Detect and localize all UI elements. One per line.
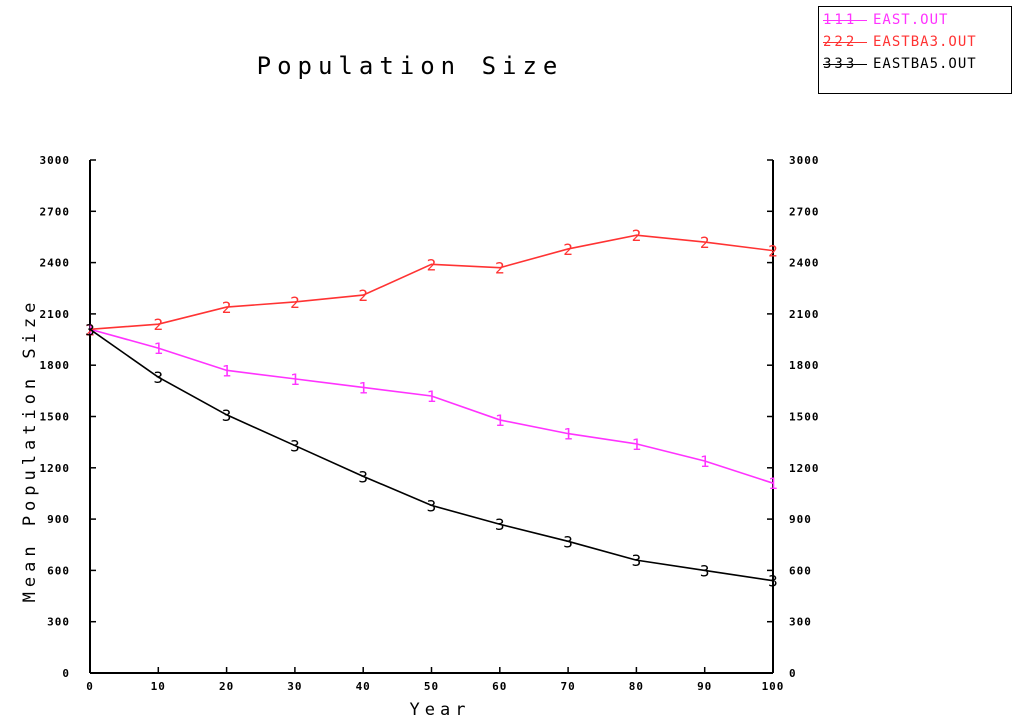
x-tick-label: 30 — [287, 680, 302, 693]
series-1-point: 1 — [632, 435, 642, 454]
series-2-point: 2 — [358, 286, 368, 305]
series-1-point: 1 — [768, 474, 778, 493]
y-tick-label-left: 300 — [47, 616, 70, 629]
y-tick-label-left: 900 — [47, 513, 70, 526]
series-3-point: 3 — [632, 551, 642, 570]
series-1-point: 1 — [290, 370, 300, 389]
y-tick-label-left: 1800 — [40, 359, 71, 372]
series-2-point: 2 — [427, 255, 437, 274]
x-tick-label: 100 — [762, 680, 785, 693]
series-line-2 — [89, 234, 774, 331]
series-3-point: 3 — [768, 572, 778, 591]
series-2-point: 2 — [290, 293, 300, 312]
legend-entry-2: 222 EASTBA3.OUT — [823, 31, 1007, 53]
x-axis-label: Year — [409, 700, 471, 720]
x-tick-label: 80 — [629, 680, 644, 693]
y-axis-label: Mean Population Size — [20, 297, 40, 603]
series-3-point: 3 — [427, 496, 437, 515]
series-3-point: 3 — [222, 406, 232, 425]
x-tick-label: 0 — [86, 680, 94, 693]
series-3-point: 3 — [290, 437, 300, 456]
y-tick-label-left: 3000 — [40, 154, 71, 167]
legend-entry-1: 111 EAST.OUT — [823, 9, 1007, 31]
legend: 111 EAST.OUT 222 EASTBA3.OUT 333 EASTBA5.OU… — [818, 6, 1012, 94]
x-tick-label: 20 — [219, 680, 234, 693]
series-3-point: 3 — [153, 368, 163, 387]
series-2-point: 2 — [222, 298, 232, 317]
series-3-point: 3 — [85, 320, 95, 339]
y-tick-label-right: 600 — [789, 564, 812, 577]
legend-marker-1: 111 — [823, 9, 867, 31]
series-2-point: 2 — [768, 242, 778, 261]
chart-title: Population Size — [256, 52, 564, 80]
y-tick-label-right: 1200 — [789, 462, 820, 475]
y-tick-label-right: 2400 — [789, 257, 820, 270]
legend-marker-2: 222 — [823, 31, 867, 53]
series-1-point: 1 — [358, 378, 368, 397]
series-line-3 — [89, 328, 774, 582]
x-tick-label: 60 — [492, 680, 507, 693]
y-tick-label-left: 600 — [47, 564, 70, 577]
legend-label-3: EASTBA5.OUT — [873, 56, 977, 72]
series-3-point: 3 — [563, 532, 573, 551]
series-3-point: 3 — [700, 561, 710, 580]
series-2-point: 2 — [153, 315, 163, 334]
y-tick-label-left: 1500 — [40, 411, 71, 424]
y-tick-label-right: 300 — [789, 616, 812, 629]
series-1-point: 1 — [153, 339, 163, 358]
y-tick-label-right: 1500 — [789, 411, 820, 424]
series-1-point: 1 — [427, 387, 437, 406]
legend-marker-3: 333 — [823, 53, 867, 75]
series-2-point: 2 — [563, 240, 573, 259]
y-tick-label-left: 1200 — [40, 462, 71, 475]
y-tick-label-right: 2700 — [789, 205, 820, 218]
series-3-point: 3 — [358, 467, 368, 486]
y-tick-label-right: 0 — [789, 667, 797, 680]
legend-label-1: EAST.OUT — [873, 12, 949, 28]
series-2-point: 2 — [495, 259, 505, 278]
y-tick-label-right: 1800 — [789, 359, 820, 372]
x-tick-label: 10 — [151, 680, 166, 693]
y-tick-label-left: 2700 — [40, 205, 71, 218]
series-1-point: 1 — [563, 425, 573, 444]
y-tick-label-right: 3000 — [789, 154, 820, 167]
series-1-point: 1 — [222, 361, 232, 380]
series-1-point: 1 — [700, 452, 710, 471]
y-tick-label-left: 2100 — [40, 308, 71, 321]
y-tick-label-right: 900 — [789, 513, 812, 526]
series-2-point: 2 — [632, 226, 642, 245]
y-tick-label-left: 0 — [62, 667, 70, 680]
series-3-point: 3 — [495, 515, 505, 534]
x-tick-label: 90 — [697, 680, 712, 693]
x-tick-label: 50 — [424, 680, 439, 693]
series-1-point: 1 — [495, 411, 505, 430]
y-tick-label-left: 2400 — [40, 257, 71, 270]
x-tick-label: 40 — [356, 680, 371, 693]
y-tick-label-right: 2100 — [789, 308, 820, 321]
legend-label-2: EASTBA3.OUT — [873, 34, 977, 50]
series-line-1 — [89, 328, 774, 484]
x-tick-label: 70 — [560, 680, 575, 693]
legend-entry-3: 333 EASTBA5.OUT — [823, 53, 1007, 75]
series-2-point: 2 — [700, 233, 710, 252]
